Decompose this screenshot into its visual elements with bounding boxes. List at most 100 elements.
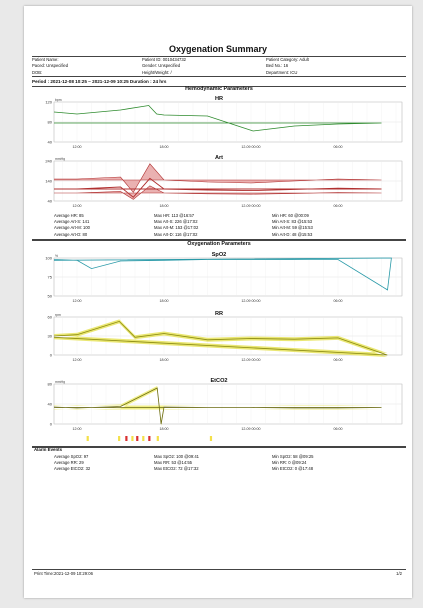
chart-unit: rpm bbox=[55, 313, 61, 317]
series-line bbox=[53, 105, 382, 132]
patient-category: Patient Category: Adult bbox=[266, 57, 309, 62]
stat-average: Average EtCO2: 32 bbox=[54, 466, 91, 472]
x-tick-label: 12-09 00:00 bbox=[241, 427, 260, 431]
alarm-timeline bbox=[86, 436, 213, 441]
x-tick-label: 12:00 bbox=[72, 358, 81, 362]
stat-min: Min EtCO2: 0 @17:48 bbox=[272, 466, 314, 472]
bed-number: Bed No.: 16 bbox=[266, 63, 289, 69]
y-tick-label: 0 bbox=[50, 421, 53, 426]
series-line bbox=[54, 185, 382, 200]
hemodynamic-section-title: Hemodynamic Parameters bbox=[185, 86, 253, 92]
series-line bbox=[54, 177, 382, 198]
alarm-mark bbox=[142, 436, 145, 441]
y-tick-label: 240 bbox=[45, 158, 52, 163]
stat-max: Max Art-M: 153 @17:02 bbox=[154, 225, 199, 231]
chart-title: RR bbox=[215, 311, 223, 317]
y-tick-label: 30 bbox=[48, 333, 53, 338]
series-line bbox=[53, 257, 392, 291]
stat-max: Max SpO2: 100 @09:41 bbox=[154, 454, 199, 459]
stat-min: Min SpO2: 58 @09:25 bbox=[272, 454, 314, 459]
x-tick-label: 12-09 00:00 bbox=[241, 358, 260, 362]
x-tick-label: 18:00 bbox=[159, 299, 168, 303]
stat-min: Min RR: 0 @09:24 bbox=[272, 460, 307, 466]
x-tick-label: 06:00 bbox=[333, 427, 342, 431]
section-divider bbox=[32, 239, 406, 241]
report-title: Oxygenation Summary bbox=[168, 44, 268, 54]
y-tick-label: 75 bbox=[48, 274, 53, 279]
department: Department: ICU bbox=[266, 69, 298, 75]
art-band bbox=[54, 163, 382, 200]
x-tick-label: 12:00 bbox=[72, 145, 81, 149]
y-tick-label: 0 bbox=[50, 352, 53, 357]
patient-info-row: Patient Name: Patient ID: 0010434732 Pat… bbox=[32, 57, 406, 63]
stats-row: Average RR: 29 Max RR: 53 @14:55 Min RR:… bbox=[54, 460, 406, 466]
y-tick-label: 140 bbox=[45, 178, 52, 183]
x-tick-label: 06:00 bbox=[333, 204, 342, 208]
x-tick-label: 12:00 bbox=[72, 299, 81, 303]
stat-average: Average Art-D: 80 bbox=[54, 231, 88, 237]
stats-row: Average Art-M: 100 Max Art-M: 153 @17:02… bbox=[54, 225, 406, 231]
section-divider bbox=[32, 446, 406, 448]
stats-row: Average EtCO2: 32 Max EtCO2: 72 @17:32 M… bbox=[54, 466, 406, 472]
stat-max: Max Art-D: 116 @17:02 bbox=[154, 231, 198, 237]
gender: Gender: Unspecified bbox=[142, 63, 181, 69]
chart-unit: bpm bbox=[55, 98, 62, 102]
alarm-mark bbox=[131, 436, 134, 441]
x-tick-label: 18:00 bbox=[159, 427, 168, 431]
chart-title: SpO2 bbox=[212, 252, 227, 258]
y-tick-label: 120 bbox=[45, 99, 52, 104]
alarm-mark bbox=[156, 436, 159, 441]
oxygenation-stats: Average SpO2: 97 Max SpO2: 100 @09:41 Mi… bbox=[54, 454, 406, 473]
chart-unit: % bbox=[55, 254, 58, 258]
y-tick-label: 40 bbox=[48, 139, 53, 144]
x-tick-label: 12-09 00:00 bbox=[241, 145, 260, 149]
stat-average: Average Art-S: 141 bbox=[54, 219, 90, 225]
y-tick-label: 80 bbox=[48, 119, 53, 124]
stat-average: Average Art-M: 100 bbox=[54, 225, 91, 231]
patient-info: Patient Name: Patient ID: 0010434732 Pat… bbox=[32, 56, 406, 76]
series-band bbox=[54, 386, 382, 426]
report-page: Oxygenation Summary Patient Name: Patien… bbox=[24, 6, 412, 598]
stat-min: Min Art-S: 83 @15:53 bbox=[272, 219, 313, 225]
y-tick-label: 60 bbox=[48, 314, 53, 319]
x-tick-label: 06:00 bbox=[333, 145, 342, 149]
x-tick-label: 12-09 00:00 bbox=[241, 204, 260, 208]
x-tick-label: 06:00 bbox=[333, 299, 342, 303]
stat-min: Min Art-D: 48 @15:53 bbox=[272, 231, 313, 237]
print-time: Print Time:2021-12-09 10:29:06 bbox=[34, 571, 93, 576]
dob: DOB: bbox=[32, 69, 43, 75]
stats-row: Average Art-D: 80 Max Art-D: 116 @17:02 … bbox=[54, 232, 406, 238]
alarm-mark bbox=[86, 436, 89, 441]
alarm-mark bbox=[125, 436, 128, 441]
stats-row: Average Art-S: 141 Max Art-S: 226 @17:02… bbox=[54, 219, 406, 225]
stat-max: Max EtCO2: 72 @17:32 bbox=[154, 466, 199, 472]
x-tick-label: 18:00 bbox=[159, 204, 168, 208]
patient-id: Patient ID: 0010434732 bbox=[142, 57, 187, 62]
stat-average: Average RR: 29 bbox=[54, 460, 84, 466]
stat-average: Average SpO2: 97 bbox=[54, 454, 89, 459]
stat-max: Max RR: 53 @14:55 bbox=[154, 460, 193, 466]
height-weight: Height/Weight: / bbox=[142, 69, 172, 75]
chart-unit: mmHg bbox=[55, 157, 65, 161]
alarm-mark bbox=[118, 436, 121, 441]
x-tick-label: 06:00 bbox=[333, 358, 342, 362]
stats-row: Average HR: 85 Max HR: 113 @16:57 Min HR… bbox=[54, 213, 406, 219]
page-number: 1/2 bbox=[396, 571, 402, 576]
alarm-mark bbox=[136, 436, 139, 441]
y-tick-label: 40 bbox=[48, 401, 53, 406]
paced: Paced: Unspecified bbox=[32, 63, 69, 69]
y-tick-label: 40 bbox=[48, 198, 53, 203]
alarm-mark bbox=[148, 436, 151, 441]
alarm-mark bbox=[209, 436, 213, 441]
patient-info-row: Paced: Unspecified Gender: Unspecified B… bbox=[32, 63, 406, 69]
chart-title: HR bbox=[215, 96, 223, 102]
x-tick-label: 18:00 bbox=[159, 145, 168, 149]
chart-unit: mmHg bbox=[55, 380, 65, 384]
series-line bbox=[53, 320, 388, 356]
y-tick-label: 100 bbox=[45, 255, 52, 260]
alarm-events-title: Alarm Events bbox=[34, 447, 63, 452]
oxygenation-section-title: Oxygenation Parameters bbox=[187, 241, 251, 247]
